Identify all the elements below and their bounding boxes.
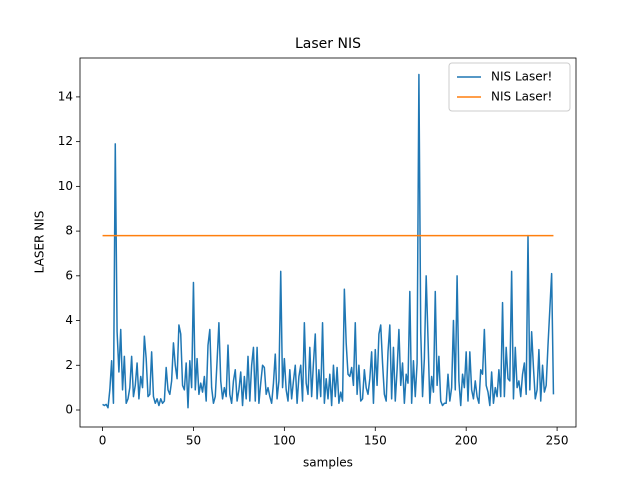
y-tick-label: 14: [58, 89, 73, 103]
legend-box: [448, 62, 571, 112]
y-tick-label: 8: [65, 224, 73, 238]
x-axis-label: samples: [303, 456, 353, 470]
x-tick-label: 200: [455, 434, 478, 448]
plot-frame: [79, 57, 577, 428]
legend-label: NIS Laser!: [491, 70, 552, 84]
y-tick-label: 6: [65, 268, 73, 282]
y-tick-label: 10: [58, 179, 73, 193]
x-tick-label: 0: [99, 434, 107, 448]
x-tick-label: 100: [273, 434, 296, 448]
data-line: [102, 73, 555, 409]
chart-title: Laser NIS: [295, 36, 361, 52]
x-tick-label: 50: [186, 434, 201, 448]
y-tick-label: 12: [58, 134, 73, 148]
y-axis-label: LASER NIS: [33, 211, 47, 274]
y-tick-label: 2: [65, 358, 73, 372]
y-tick-label: 0: [65, 403, 73, 417]
y-tick-label: 4: [65, 313, 73, 327]
x-tick-label: 150: [364, 434, 387, 448]
legend-label: NIS Laser!: [491, 90, 552, 104]
x-tick-label: 250: [546, 434, 569, 448]
